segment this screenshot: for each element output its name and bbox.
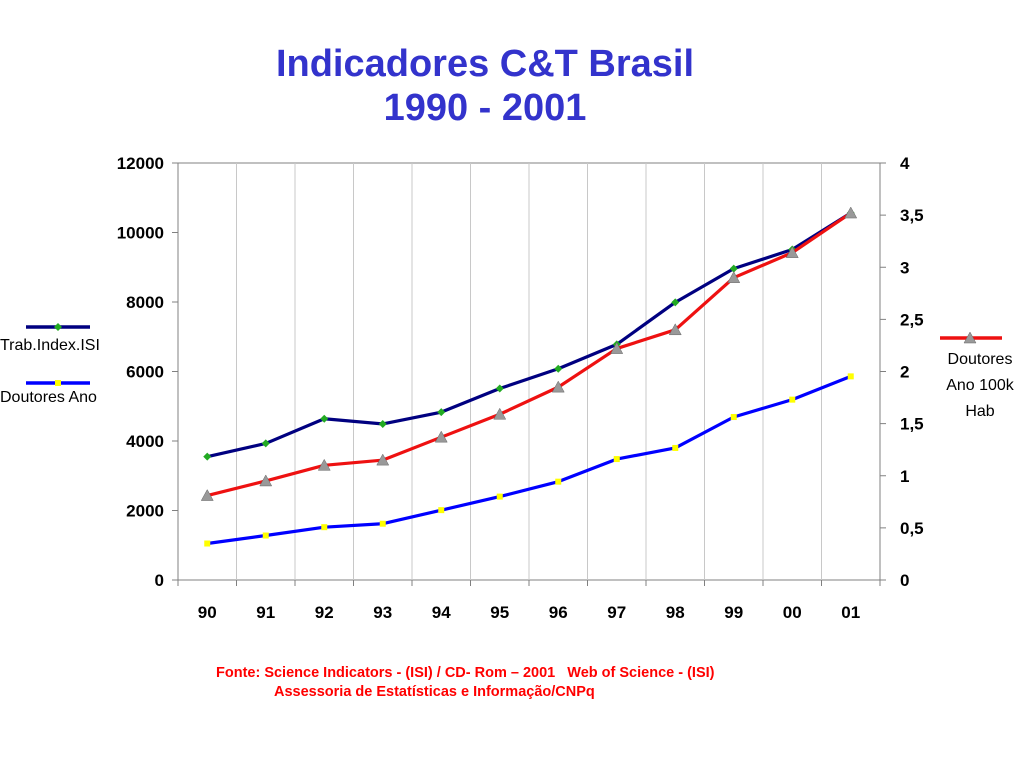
data-point — [668, 323, 682, 336]
data-point — [672, 444, 679, 451]
series-layer — [200, 206, 858, 547]
x-axis-tick-label: 97 — [607, 603, 626, 622]
series-1 — [204, 373, 854, 547]
left-axis-tick-label: 0 — [155, 571, 164, 590]
legend-label: Doutores — [948, 351, 1013, 368]
left-axis-tick-label: 4000 — [126, 432, 164, 451]
data-point — [847, 373, 854, 380]
data-point — [785, 246, 799, 258]
data-point — [551, 380, 565, 393]
x-axis-tick-label: 92 — [315, 603, 334, 622]
right-axis-tick-label: 2,5 — [900, 310, 924, 329]
legend-label: Doutores Ano — [0, 389, 97, 406]
data-point — [54, 323, 62, 331]
data-point — [789, 396, 796, 403]
x-axis-tick-label: 96 — [549, 603, 568, 622]
chart-title-line2: 1990 - 2001 — [383, 87, 587, 129]
data-point — [378, 419, 387, 428]
x-axis-tick-label: 95 — [490, 603, 509, 622]
legend-label: Trab.Index.ISI — [0, 337, 100, 354]
data-point — [437, 408, 446, 417]
right-axis-tick-label: 1 — [900, 467, 909, 486]
data-point — [320, 414, 329, 423]
chart-title: Indicadores C&T Brasil 1990 - 2001 — [0, 42, 970, 130]
left-axis-tick-label: 6000 — [126, 363, 164, 382]
right-axis-tick-label: 3 — [900, 258, 909, 277]
x-axis-tick-label: 94 — [432, 603, 451, 622]
data-point — [438, 507, 445, 514]
data-point — [554, 364, 563, 373]
data-point — [496, 493, 503, 500]
grid — [177, 162, 881, 581]
data-point — [671, 298, 680, 307]
data-point — [203, 452, 212, 461]
right-axis-tick-label: 2 — [900, 363, 909, 382]
legend-left: Trab.Index.ISI Doutores Ano — [0, 323, 100, 406]
series-2 — [200, 206, 858, 501]
data-point — [259, 474, 273, 487]
data-point — [204, 540, 211, 547]
legend-label: Hab — [965, 403, 994, 420]
data-point — [963, 331, 977, 344]
right-axis-tick-label: 1,5 — [900, 415, 924, 434]
data-point — [434, 430, 448, 443]
data-point — [262, 532, 269, 539]
right-axis-tick-label: 0 — [900, 571, 909, 590]
data-point — [495, 384, 504, 393]
chart-title-line1: Indicadores C&T Brasil — [275, 43, 695, 85]
data-point — [376, 453, 390, 466]
x-axis-tick-label: 90 — [198, 603, 217, 622]
left-axis-tick-label: 2000 — [126, 502, 164, 521]
data-point — [55, 380, 61, 386]
series-line — [206, 211, 852, 459]
x-axis-tick-label: 91 — [256, 603, 275, 622]
data-point — [729, 264, 738, 273]
axes: 0 2000 4000 6000 8000 10000 12000 0 0,5 1 1,5 2 2,5 3… — [117, 154, 924, 622]
x-axis-tick-label: 99 — [724, 603, 743, 622]
data-point — [493, 407, 507, 420]
left-axis-tick-label: 8000 — [126, 293, 164, 312]
left-axis-tick-label: 12000 — [117, 154, 164, 173]
data-point — [200, 489, 214, 501]
data-point — [555, 478, 562, 485]
data-point — [613, 456, 620, 463]
data-point — [844, 206, 858, 219]
data-point — [379, 520, 386, 527]
data-point — [610, 342, 624, 354]
x-axis-tick-label: 01 — [841, 603, 860, 622]
data-point — [317, 458, 331, 471]
data-point — [727, 271, 741, 283]
data-point — [321, 524, 328, 531]
legend-right: Doutores Ano 100k Hab — [940, 331, 1015, 420]
x-axis-tick-label: 00 — [783, 603, 802, 622]
right-axis-tick-label: 4 — [900, 154, 910, 173]
data-point — [730, 414, 737, 421]
x-axis-tick-label: 93 — [373, 603, 392, 622]
right-axis-tick-label: 3,5 — [900, 206, 924, 225]
source-line1: Fonte: Science Indicators - (ISI) / CD- … — [216, 665, 715, 681]
right-axis-tick-label: 0,5 — [900, 519, 924, 538]
left-axis-tick-label: 10000 — [117, 224, 164, 243]
x-axis-tick-label: 98 — [666, 603, 685, 622]
series-line — [206, 211, 852, 498]
legend-label: Ano 100k — [946, 377, 1015, 394]
data-point — [261, 439, 270, 448]
source-line2: Assessoria de Estatísticas e Informação/… — [274, 684, 595, 700]
series-line — [207, 374, 852, 546]
